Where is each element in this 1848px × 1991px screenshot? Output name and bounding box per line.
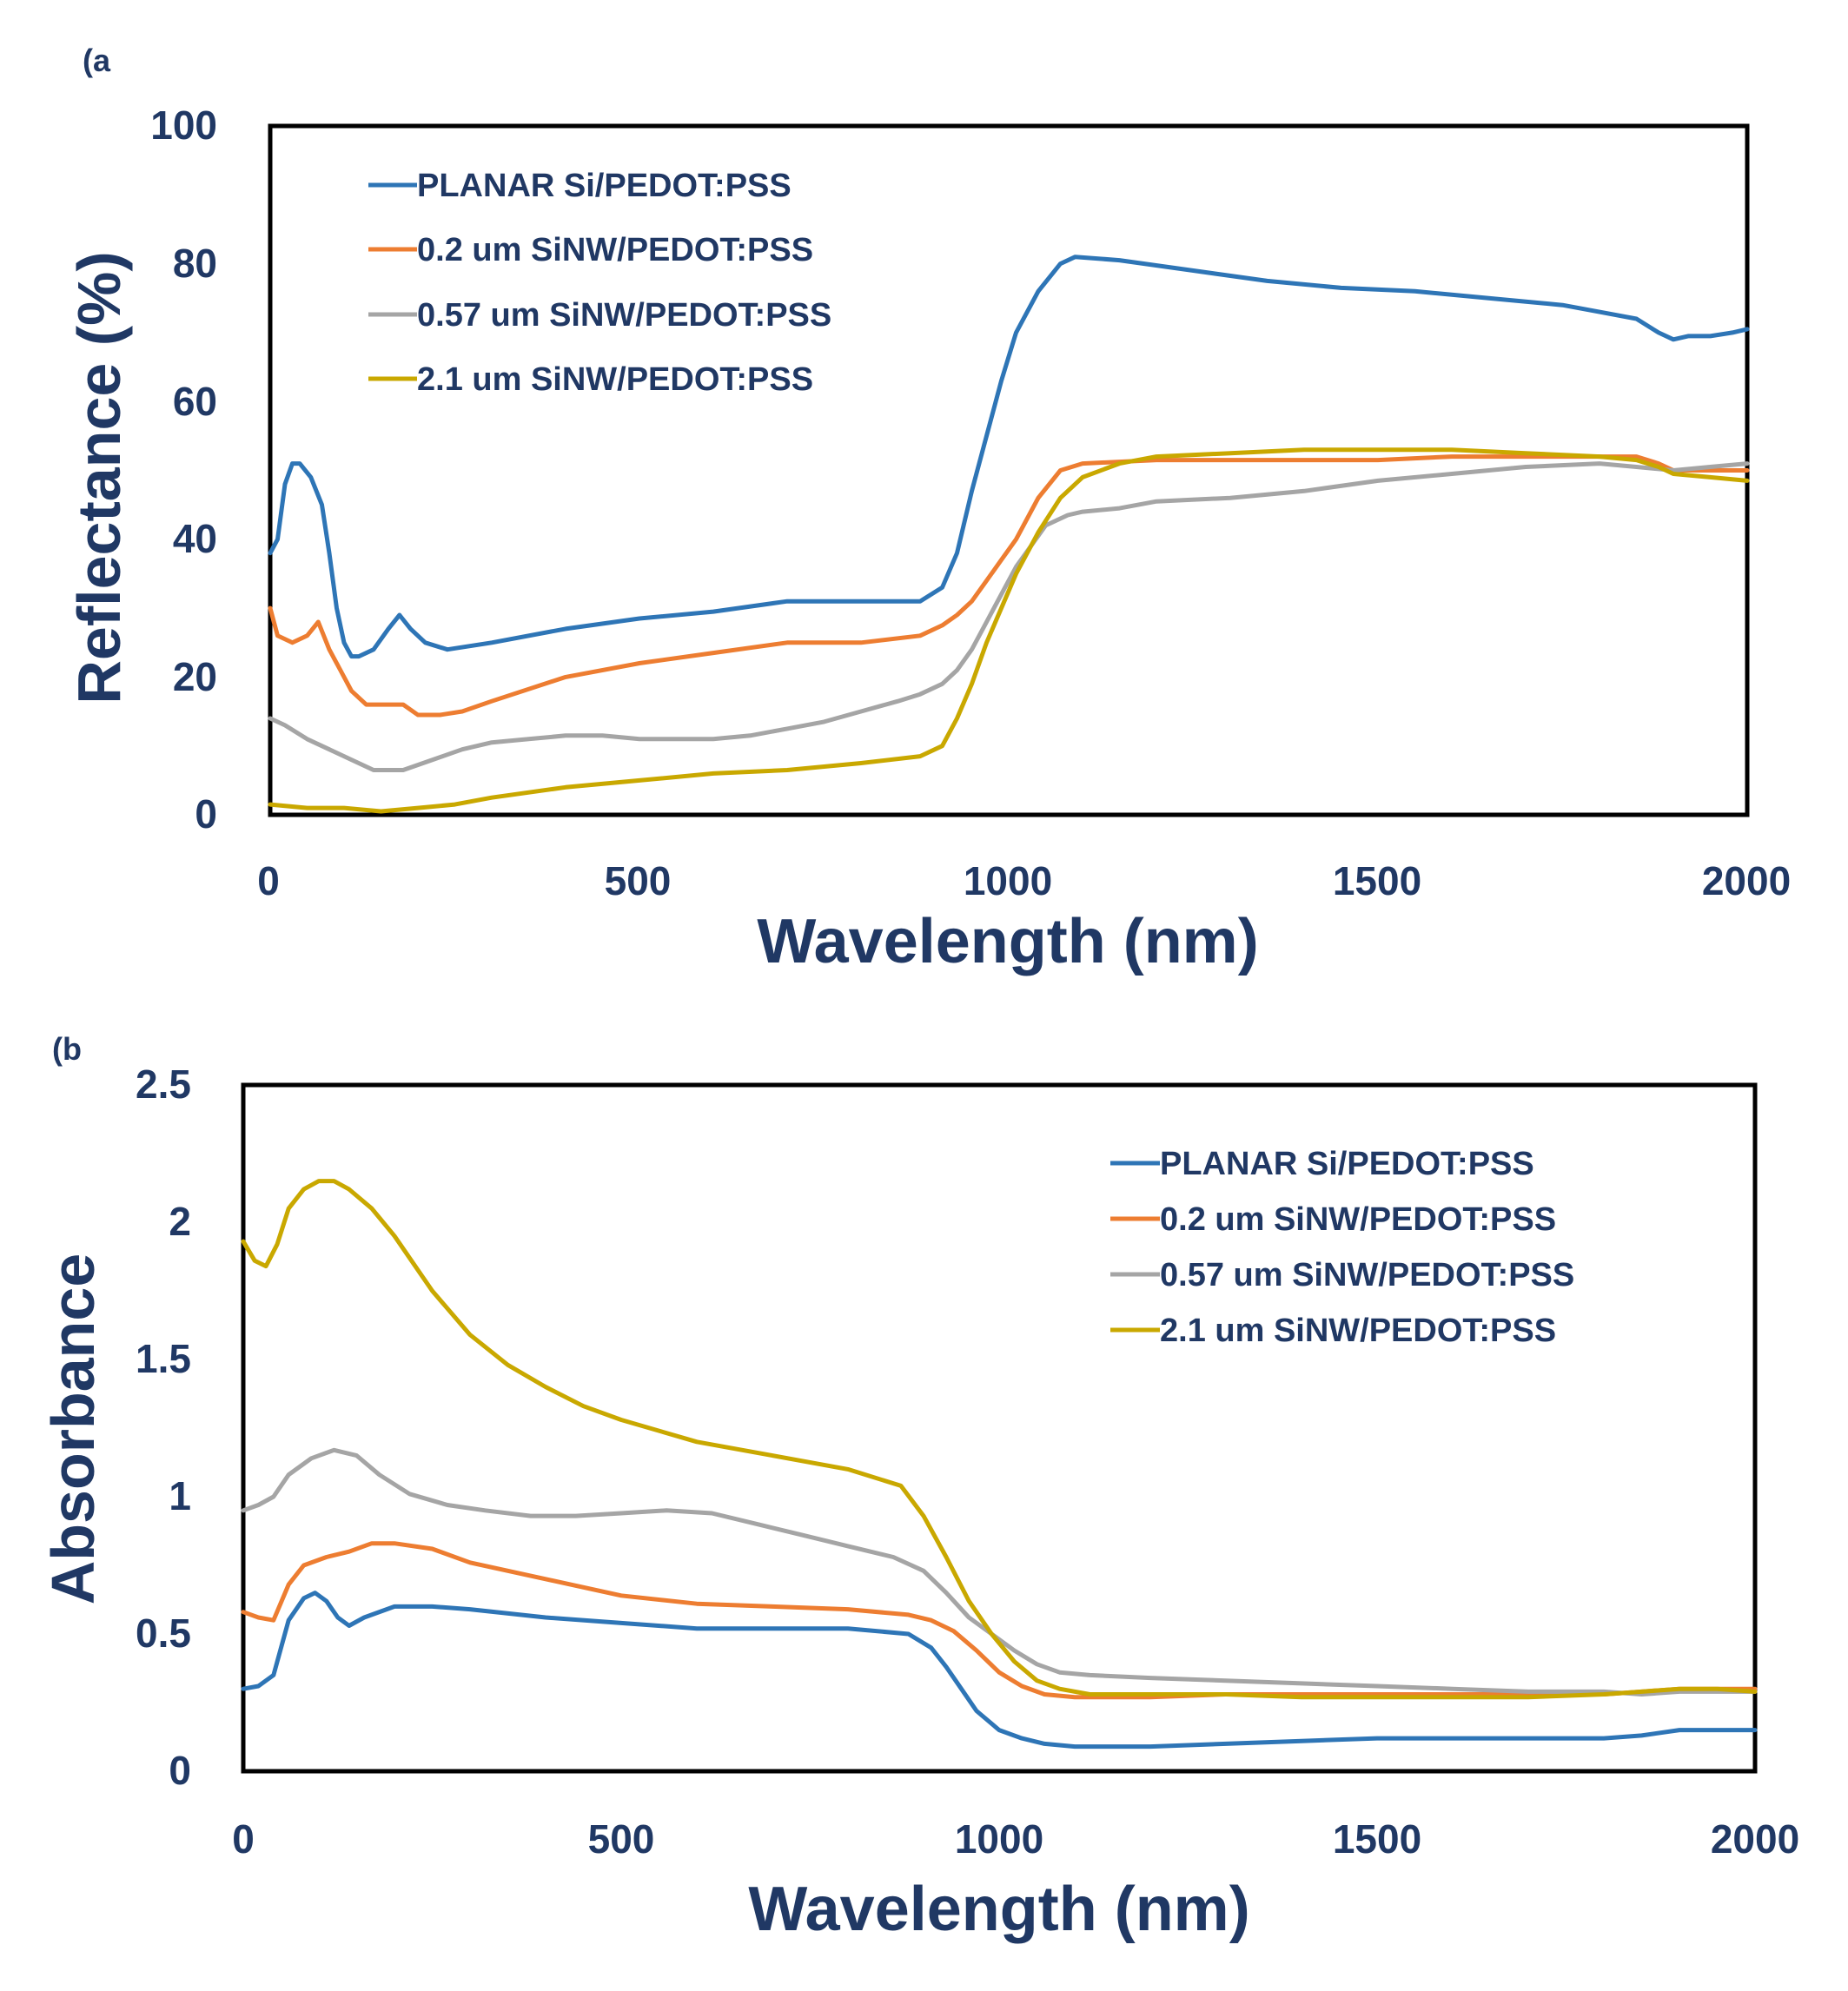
series-line-b-3 bbox=[241, 1447, 1758, 1697]
y-tick-label: 20 bbox=[173, 654, 217, 699]
x-tick-label: 1000 bbox=[964, 858, 1052, 903]
series-group-a bbox=[268, 255, 1750, 814]
x-tick-label: 2000 bbox=[1711, 1816, 1799, 1862]
series-line-a-4 bbox=[268, 447, 1750, 814]
y-tick-label: 100 bbox=[150, 103, 217, 148]
legend-a: PLANAR Si/PEDOT:PSS 0.2 um SiNW/PEDOT:PS… bbox=[368, 168, 831, 398]
y-tick-label: 40 bbox=[173, 516, 217, 561]
series-line-a-2 bbox=[268, 454, 1750, 718]
x-tick-label: 1000 bbox=[955, 1816, 1043, 1862]
legend-label: 0.57 um SiNW/PEDOT:PSS bbox=[417, 297, 831, 334]
legend-label: 0.57 um SiNW/PEDOT:PSS bbox=[1160, 1257, 1574, 1293]
series-line-a-1 bbox=[268, 255, 1750, 659]
y-tick-label: 0.5 bbox=[136, 1611, 191, 1656]
y-tick-label: 1.5 bbox=[136, 1336, 191, 1381]
x-tick-label: 0 bbox=[232, 1816, 255, 1862]
series-line-b-2 bbox=[241, 1541, 1758, 1700]
y-axis-title: Absorbance bbox=[39, 1253, 107, 1605]
legend-label: PLANAR Si/PEDOT:PSS bbox=[417, 168, 792, 204]
panel-label-a: (a bbox=[83, 43, 111, 78]
x-tick-label: 1500 bbox=[1333, 1816, 1421, 1862]
chart-absorbance: (b 0 0.5 1 1.5 2 2.5 0 500 1000 1500 200… bbox=[39, 1031, 1799, 1944]
x-tick-label: 500 bbox=[588, 1816, 655, 1862]
y-tick-label: 60 bbox=[173, 379, 217, 424]
series-group-b bbox=[241, 1179, 1758, 1750]
plot-frame-a bbox=[268, 123, 1750, 817]
x-axis-title: Wavelength (nm) bbox=[748, 1875, 1249, 1944]
x-tick-label: 2000 bbox=[1702, 858, 1791, 903]
series-line-b-1 bbox=[241, 1591, 1758, 1750]
y-tick-label: 80 bbox=[173, 241, 217, 286]
legend-label: 0.2 um SiNW/PEDOT:PSS bbox=[1160, 1201, 1556, 1238]
series-line-b-4 bbox=[241, 1179, 1758, 1700]
panel-label-b: (b bbox=[52, 1031, 82, 1067]
y-tick-label: 1 bbox=[169, 1473, 191, 1518]
plot-frame-b bbox=[241, 1082, 1758, 1774]
x-tick-label: 0 bbox=[257, 858, 280, 903]
legend-b: PLANAR Si/PEDOT:PSS 0.2 um SiNW/PEDOT:PS… bbox=[1110, 1146, 1574, 1349]
x-axis-title: Wavelength (nm) bbox=[757, 907, 1258, 976]
chart-reflectance: (a 0 20 40 60 80 100 0 500 1000 1500 200… bbox=[65, 43, 1791, 976]
legend-label: 0.2 um SiNW/PEDOT:PSS bbox=[417, 232, 813, 268]
y-axis-title: Reflectance (%) bbox=[65, 251, 133, 704]
legend-label: PLANAR Si/PEDOT:PSS bbox=[1160, 1146, 1534, 1182]
legend-label: 2.1 um SiNW/PEDOT:PSS bbox=[1160, 1313, 1556, 1349]
y-tick-label: 2 bbox=[169, 1199, 191, 1244]
y-tick-label: 2.5 bbox=[136, 1062, 191, 1107]
legend-label: 2.1 um SiNW/PEDOT:PSS bbox=[417, 361, 813, 398]
y-tick-label: 0 bbox=[169, 1748, 191, 1793]
series-line-a-3 bbox=[268, 461, 1750, 772]
x-tick-label: 1500 bbox=[1333, 858, 1421, 903]
x-tick-label: 500 bbox=[605, 858, 672, 903]
y-tick-label: 0 bbox=[195, 791, 217, 837]
